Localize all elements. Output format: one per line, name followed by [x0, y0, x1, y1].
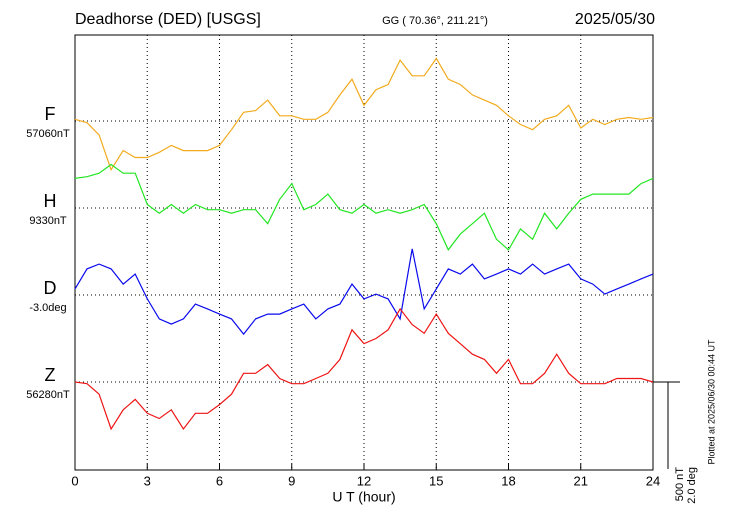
chart-date: 2025/05/30 [575, 11, 655, 28]
series-name: H [44, 191, 57, 211]
scale-bar-label: 500 nT [674, 467, 686, 502]
scale-bar-label: 2.0 deg [686, 467, 698, 504]
series-line [74, 307, 654, 431]
footnote: Plotted at 2025/06/30 00:44 UT [706, 339, 716, 465]
series-name: D [44, 278, 57, 298]
x-tick-label: 9 [288, 473, 295, 488]
x-tick-label: 12 [357, 473, 371, 488]
x-tick-label: 6 [216, 473, 223, 488]
chart-title: Deadhorse (DED) [USGS] [75, 11, 261, 28]
series-line [74, 57, 654, 172]
series-name: Z [45, 365, 56, 385]
x-tick-label: 0 [71, 473, 78, 488]
series-name: F [45, 104, 56, 124]
plot-frame [74, 34, 654, 471]
chart-subtitle: GG ( 70.36°, 211.21°) [382, 15, 488, 27]
series-baseline: 56280nT [26, 389, 70, 401]
x-tick-label: 24 [646, 473, 660, 488]
x-tick-label: 21 [574, 473, 588, 488]
x-axis-label: U T (hour) [332, 489, 395, 505]
series-baseline: -3.0deg [29, 302, 66, 314]
x-tick-label: 15 [429, 473, 443, 488]
x-tick-label: 3 [144, 473, 151, 488]
series-line [74, 248, 654, 336]
series-baseline: 9330nT [29, 215, 67, 227]
series-baseline: 57060nT [26, 128, 70, 140]
series-line [74, 163, 654, 251]
x-tick-label: 18 [501, 473, 515, 488]
